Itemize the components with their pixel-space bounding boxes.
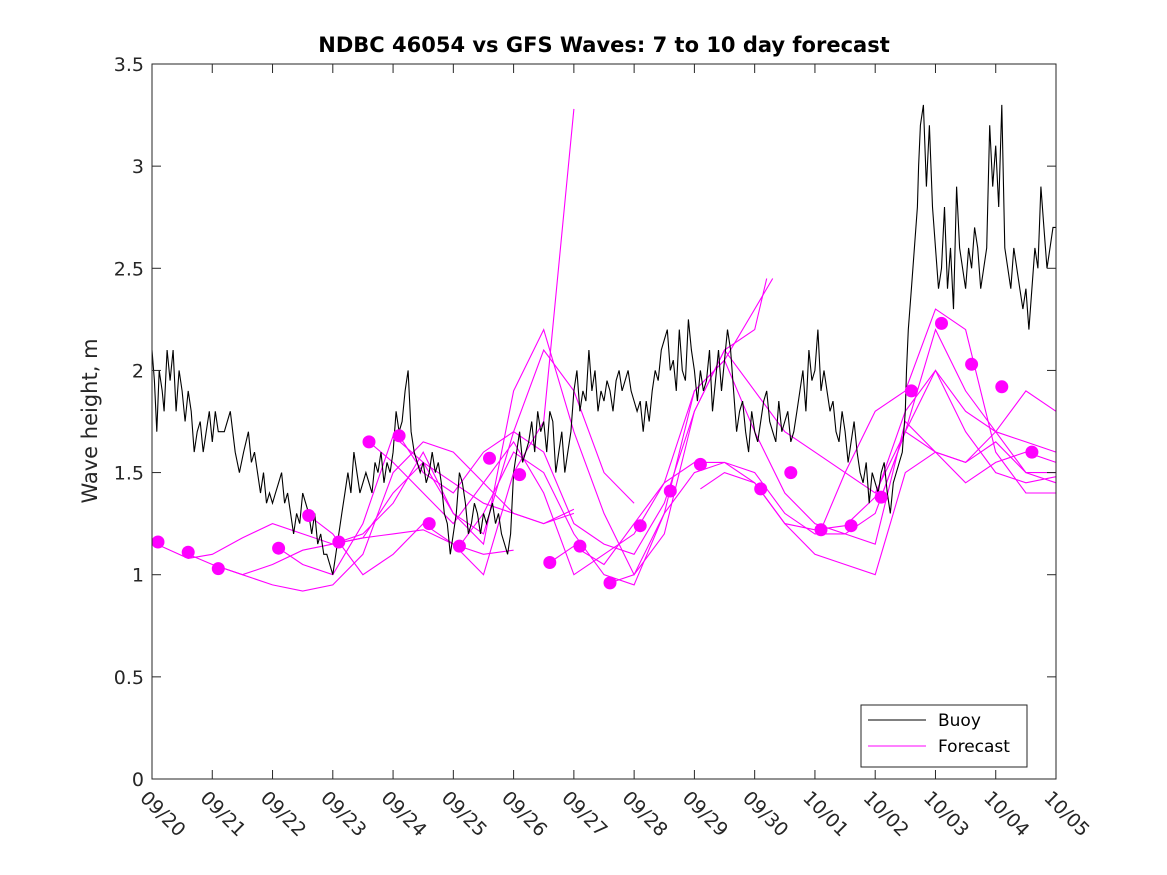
forecast-marker: [483, 451, 496, 465]
y-tick-label: 0.5: [114, 667, 144, 689]
forecast-marker: [693, 457, 707, 471]
forecast-line-13: [820, 308, 1056, 531]
forecast-marker: [965, 357, 979, 371]
forecast-marker: [633, 519, 647, 533]
y-tick-label: 3: [132, 156, 144, 178]
chart-title: NDBC 46054 vs GFS Waves: 7 to 10 day for…: [318, 33, 889, 57]
y-tick-label: 2: [132, 360, 144, 382]
legend-label-buoy: Buoy: [938, 711, 981, 731]
forecast-marker: [302, 509, 316, 522]
legend: Buoy Forecast: [860, 704, 1028, 768]
forecast-marker: [603, 576, 617, 590]
forecast-marker: [814, 523, 828, 537]
axes-box: [151, 63, 1057, 780]
forecast-marker: [573, 539, 587, 553]
plot-area: [152, 64, 1056, 779]
forecast-marker: [272, 541, 286, 555]
y-axis-label: Wave height, m: [78, 338, 102, 503]
marker-layer: [151, 316, 1039, 590]
forecast-marker: [995, 380, 1009, 394]
forecast-marker: [1025, 445, 1039, 459]
y-tick-label: 1: [132, 565, 144, 587]
forecast-marker: [844, 519, 858, 533]
forecast-line-14: [880, 369, 1057, 498]
forecast-line-10: [549, 441, 1057, 576]
forecast-line-2: [187, 461, 575, 576]
forecast-line-11: [609, 420, 1057, 584]
series-layer: [151, 104, 1057, 592]
buoy-line: [151, 104, 1056, 575]
forecast-marker: [663, 484, 677, 498]
forecast-marker: [422, 517, 436, 531]
forecast-marker: [211, 562, 225, 576]
forecast-marker: [362, 435, 376, 449]
forecast-marker: [332, 535, 346, 549]
y-tick-label: 0: [132, 769, 144, 791]
forecast-marker: [513, 468, 527, 482]
forecast-marker: [392, 429, 406, 443]
y-tick-label: 1.5: [114, 463, 144, 485]
legend-label-forecast: Forecast: [938, 737, 1010, 757]
forecast-marker: [181, 545, 195, 559]
forecast-marker: [935, 316, 948, 330]
y-tick-label: 3.5: [114, 54, 144, 76]
legend-box: [860, 704, 1028, 768]
forecast-marker: [754, 482, 768, 496]
forecast-marker: [543, 556, 557, 569]
forecast-marker: [784, 466, 798, 480]
forecast-marker: [874, 490, 888, 504]
forecast-marker: [452, 539, 466, 553]
forecast-marker: [151, 535, 165, 549]
forecast-line-5: [308, 108, 575, 576]
forecast-marker: [904, 384, 918, 398]
y-tick-label: 2.5: [114, 258, 144, 280]
forecast-line-3: [218, 441, 575, 592]
